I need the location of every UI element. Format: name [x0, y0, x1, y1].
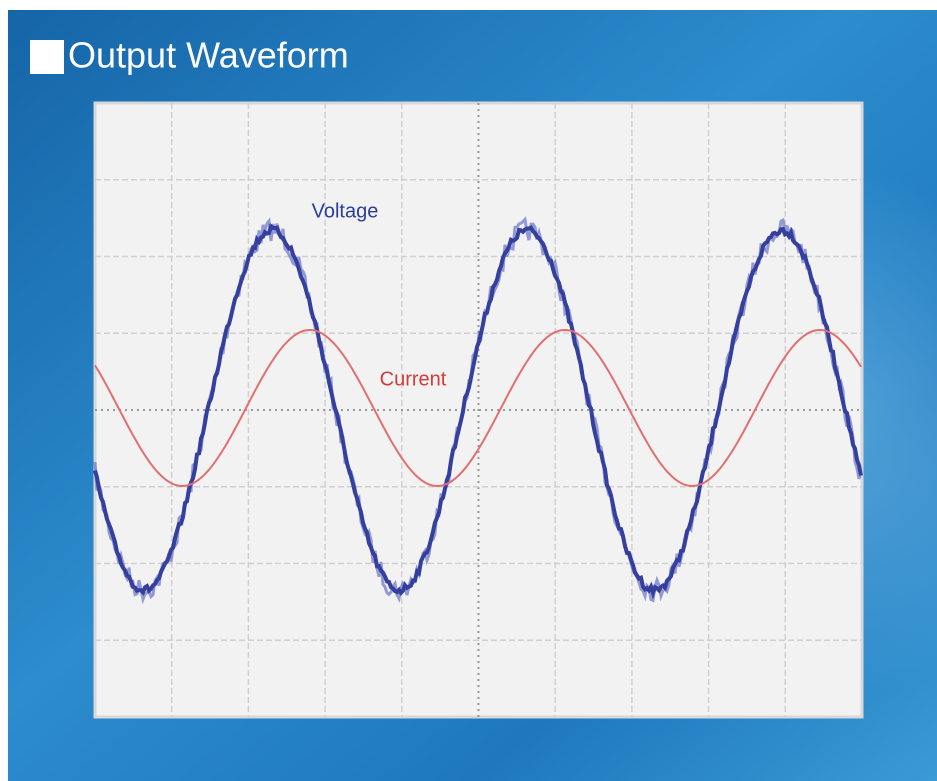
- title-bullet: [30, 40, 64, 74]
- voltage-label: Voltage: [312, 200, 379, 222]
- current-label: Current: [380, 368, 447, 390]
- screenshot: Output Waveform Voltage Current: [0, 0, 937, 781]
- title: Output Waveform: [68, 35, 349, 76]
